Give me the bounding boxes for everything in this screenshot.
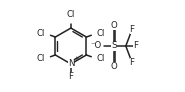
Text: F: F <box>133 41 138 51</box>
Text: Cl: Cl <box>37 29 45 38</box>
Text: ⁻O: ⁻O <box>90 41 101 51</box>
Text: S: S <box>111 41 117 51</box>
Text: N: N <box>68 59 74 68</box>
Text: Cl: Cl <box>67 10 75 19</box>
Text: F: F <box>130 58 134 67</box>
Text: F: F <box>68 72 73 81</box>
Text: Cl: Cl <box>97 29 105 38</box>
Text: Cl: Cl <box>97 54 105 63</box>
Text: +: + <box>73 56 78 62</box>
Text: F: F <box>130 25 134 34</box>
Text: O: O <box>111 21 117 30</box>
Text: Cl: Cl <box>37 54 45 63</box>
Text: O: O <box>111 62 117 71</box>
